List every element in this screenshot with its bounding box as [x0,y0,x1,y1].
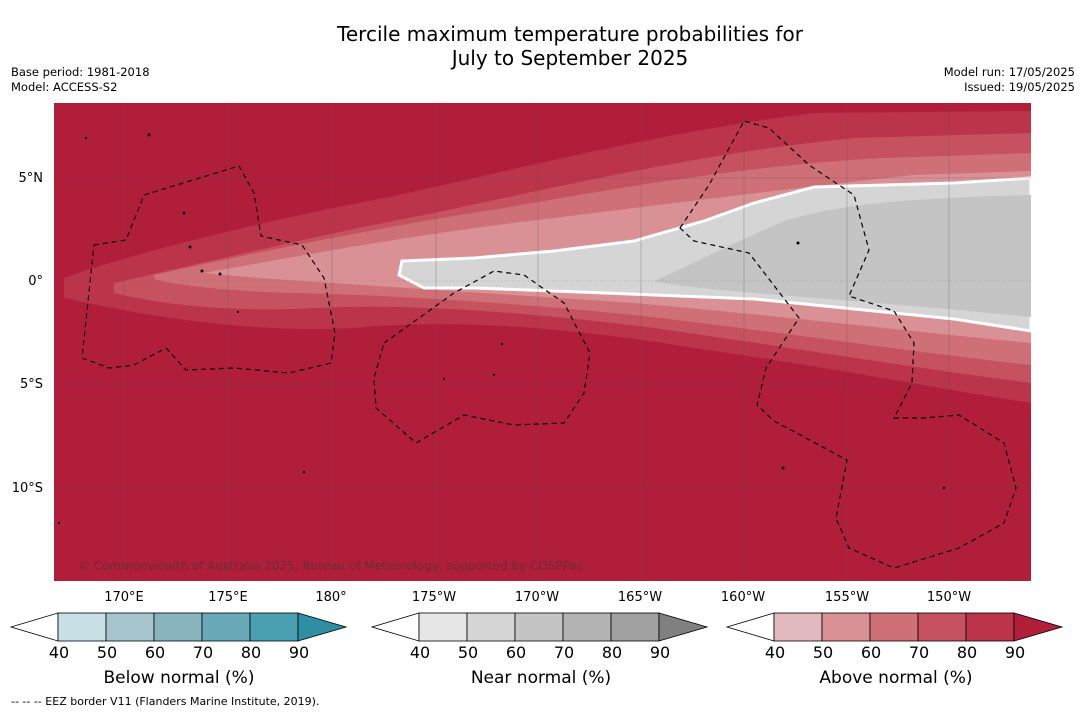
colorbar-swatch [249,612,299,642]
cbar-above-tick: 80 [956,643,978,662]
colorbar-title-below: Below normal (%) [103,668,255,688]
colorbar-extend-high [297,612,348,642]
colorbar-swatch [514,612,564,642]
issued-date: Issued: 19/05/2025 [964,80,1075,94]
lon-label-170w: 170°W [514,590,560,605]
colorbar-title-near: Near normal (%) [470,668,612,688]
cbar-above-tick: 40 [764,643,786,662]
gridlines [54,103,1031,581]
colorbar-extend-low [726,612,775,642]
colorbar-swatch [57,612,107,642]
chart-title: Tercile maximum temperature probabilitie… [0,22,1085,70]
islands [57,133,946,525]
cbar-near-tick: 40 [409,643,431,662]
colorbar-swatch [466,612,516,642]
cbar-above-tick: 60 [860,643,882,662]
colorbar-title-above: Above normal (%) [819,668,973,688]
colorbar-swatch [562,612,612,642]
lon-label-165w: 165°W [617,590,663,605]
colorbar-near-normal [371,612,709,642]
title-line-1: Tercile maximum temperature probabilitie… [337,22,803,46]
cbar-below-tick: 90 [288,643,310,662]
cbar-below-tick: 40 [48,643,70,662]
cbar-below-tick: 80 [240,643,262,662]
cbar-below-tick: 60 [144,643,166,662]
cbar-below-tick: 70 [192,643,214,662]
lon-label-150w: 150°W [926,590,972,605]
lon-label-175e: 175°E [208,590,248,605]
lon-label-180: 180° [315,590,347,605]
colorbar-extend-high [1013,612,1064,642]
colorbar-swatch [418,612,468,642]
colorbar-extend-low [371,612,420,642]
colorbar-swatch [610,612,660,642]
meta-left: Base period: 1981-2018 Model: ACCESS-S2 [11,65,150,95]
lat-label-5n: 5°N [18,171,44,186]
colorbar-swatch [869,612,919,642]
base-period: Base period: 1981-2018 [11,65,150,79]
lon-label-170e: 170°E [104,590,144,605]
copyright-notice: © Commonwealth of Australia 2025, Bureau… [78,559,584,573]
colorbar-swatch [105,612,155,642]
probability-map [54,103,1031,581]
lat-label-10s: 10°S [11,481,43,496]
lon-label-155w: 155°W [824,590,870,605]
cbar-near-tick: 90 [649,643,671,662]
cbar-near-tick: 70 [553,643,575,662]
colorbar-extend-low [10,612,59,642]
cbar-above-tick: 50 [812,643,834,662]
colorbar-extend-high [658,612,709,642]
eez-borders [81,120,1017,569]
lat-label-0: 0° [28,274,43,289]
cbar-below-tick: 50 [96,643,118,662]
colorbar-above-normal [726,612,1064,642]
colorbar-swatch [917,612,967,642]
eez-footnote: -- -- -- EEZ border V11 (Flanders Marine… [11,695,320,708]
lon-label-160w: 160°W [720,590,766,605]
title-line-2: July to September 2025 [451,46,689,70]
colorbar-swatch [821,612,871,642]
colorbar-swatch [201,612,251,642]
cbar-above-tick: 90 [1004,643,1026,662]
colorbar-swatch [965,612,1015,642]
lat-label-5s: 5°S [19,377,43,392]
model-run-date: Model run: 17/05/2025 [943,65,1075,79]
cbar-near-tick: 80 [601,643,623,662]
cbar-near-tick: 60 [505,643,527,662]
lon-label-175w: 175°W [411,590,457,605]
cbar-near-tick: 50 [457,643,479,662]
colorbar-swatch [153,612,203,642]
model-name: Model: ACCESS-S2 [11,80,118,94]
meta-right: Model run: 17/05/2025 Issued: 19/05/2025 [944,65,1075,95]
colorbar-below-normal [10,612,348,642]
region-near-60 [654,195,1031,317]
colorbar-swatch [773,612,823,642]
cbar-above-tick: 70 [908,643,930,662]
